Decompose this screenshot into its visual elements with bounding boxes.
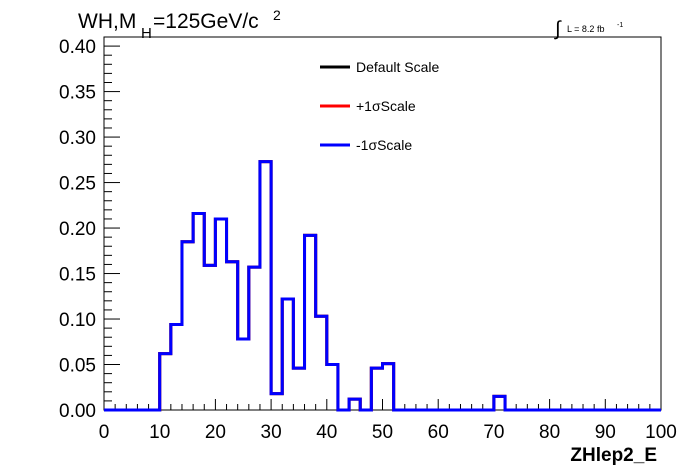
y-tick-label: 0.25 — [59, 174, 96, 195]
x-tick-label: 30 — [261, 422, 282, 443]
x-tick-label: 100 — [645, 422, 677, 443]
plot-frame — [103, 36, 662, 411]
y-tick-label: 0.10 — [59, 310, 96, 331]
x-tick-label: 20 — [205, 422, 226, 443]
chart-title-subscript: H — [141, 25, 152, 42]
x-tick-label: 10 — [149, 422, 170, 443]
y-tick-label: 0.35 — [59, 83, 96, 104]
lumi-superscript: -1 — [617, 22, 623, 29]
x-axis-label: ZHlep2_E — [570, 445, 657, 466]
x-tick-label: 70 — [483, 422, 504, 443]
x-tick-label: 90 — [595, 422, 616, 443]
x-tick-label: 60 — [428, 422, 449, 443]
y-tick-label: 0.20 — [59, 219, 96, 240]
y-tick-label: 0.15 — [59, 265, 96, 286]
chart-title-superscript: 2 — [273, 7, 281, 23]
series-0-histogram — [104, 160, 661, 412]
y-tick-label: 0.05 — [59, 356, 96, 377]
chart-title-main: WH,M — [78, 10, 136, 33]
series-2-histogram — [104, 160, 661, 412]
lumi-label: L = 8.2 fb — [567, 24, 604, 34]
y-tick-label: 0.30 — [59, 128, 96, 149]
series-1-histogram — [104, 160, 661, 412]
x-tick-label: 0 — [99, 422, 110, 443]
x-tick-label: 80 — [539, 422, 560, 443]
chart-title-rest: =125GeV/c — [153, 10, 259, 33]
legend-label-2: -1σScale — [356, 137, 412, 153]
y-axis: 0.00 0.05 0.10 0.15 0.20 0.25 0.30 0.35 0.40 — [59, 36, 120, 422]
legend: Default Scale +1σScale -1σScale — [320, 59, 439, 153]
series-layer — [104, 160, 661, 412]
y-tick-label: 0.40 — [59, 37, 96, 58]
lumi-integral-symbol: ∫ — [554, 18, 562, 40]
x-axis: 0 10 20 30 40 50 60 70 80 90 100 — [99, 399, 677, 443]
legend-label-0: Default Scale — [356, 59, 439, 75]
x-tick-label: 50 — [372, 422, 393, 443]
legend-label-1: +1σScale — [356, 98, 416, 114]
y-tick-label: 0.00 — [59, 401, 96, 422]
x-tick-label: 40 — [316, 422, 337, 443]
